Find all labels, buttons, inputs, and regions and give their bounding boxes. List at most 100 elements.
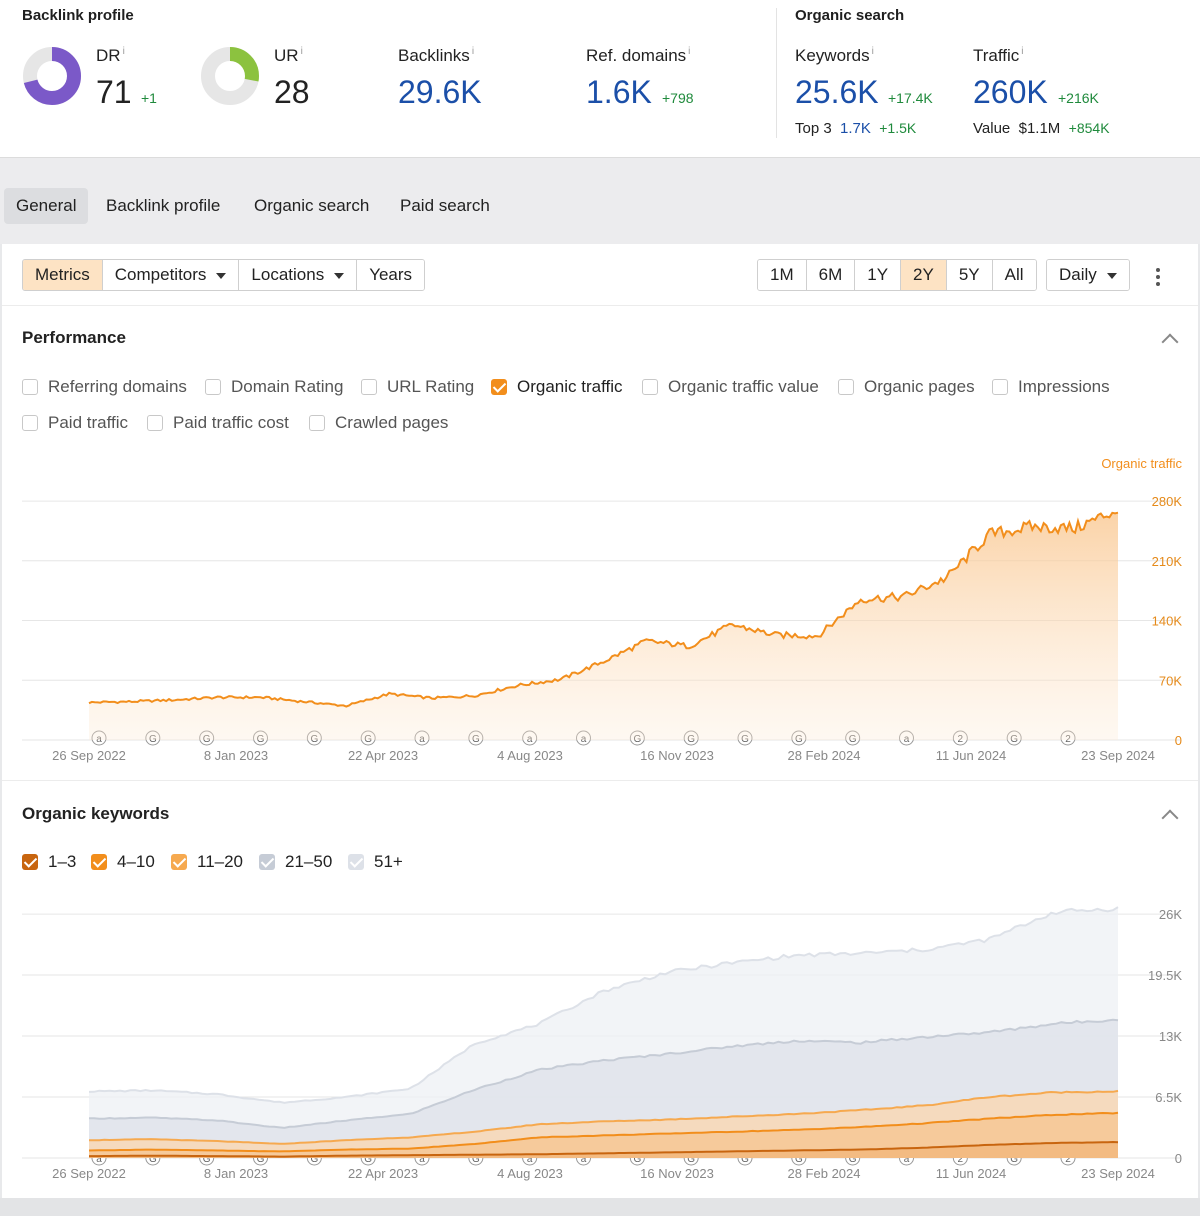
main-card: Metrics Competitors Locations Years 1M 6… (2, 244, 1198, 1198)
footer-bar (0, 1198, 1200, 1216)
ur-donut (201, 47, 259, 105)
x-tick-label: 4 Aug 2023 (497, 748, 563, 763)
keywords-line-1 (88, 1111, 1119, 1153)
ur-value: 28 (274, 74, 310, 110)
checkbox-kw-1-3[interactable]: 1–3 (22, 852, 76, 872)
interval-button[interactable]: Daily (1047, 260, 1129, 290)
ur-label[interactable]: UR i (274, 46, 303, 65)
dr-delta: +1 (141, 90, 157, 106)
caret-down-icon (216, 272, 227, 279)
checkbox-icon (361, 379, 377, 395)
organic-traffic-chart[interactable]: 0 70K 140K 210K 280K 26 Sep 2022 8 Jan 2023 22 … (2, 444, 1198, 774)
range-1y[interactable]: 1Y (855, 260, 902, 290)
svg-text:G: G (203, 1154, 211, 1165)
caret-down-icon (334, 272, 345, 279)
traffic-value[interactable]: 260K (973, 74, 1048, 110)
x-tick-label: 22 Apr 2023 (348, 748, 418, 763)
info-icon[interactable]: i (1021, 46, 1024, 58)
divider (2, 780, 1198, 781)
y-tick-label: 280K (1152, 494, 1183, 509)
x-tick-label: 26 Sep 2022 (52, 1166, 126, 1181)
traffic-label[interactable]: Traffic i (973, 46, 1024, 65)
organic-keywords-chart[interactable]: 0 6.5K 13K 19.5K 26K 26 Sep 2022 8 Jan 2023 22 … (2, 884, 1198, 1194)
checkbox-checked-icon (348, 854, 364, 870)
checkbox-checked-icon (91, 854, 107, 870)
locations-dropdown[interactable]: Locations (239, 260, 358, 290)
checkbox-organic-traffic[interactable]: Organic traffic (491, 377, 623, 397)
dr-donut (23, 47, 81, 105)
ref-domains-delta: +798 (662, 90, 694, 106)
checkbox-organic-traffic-value[interactable]: Organic traffic value (642, 377, 819, 397)
divider (776, 8, 777, 138)
organic-keywords-title: Organic keywords (22, 804, 170, 823)
info-icon[interactable]: i (688, 46, 691, 58)
checkbox-url-rating[interactable]: URL Rating (361, 377, 474, 397)
info-icon[interactable]: i (871, 46, 874, 58)
keywords-line-4 (88, 906, 1119, 1104)
checkbox-checked-icon (171, 854, 187, 870)
checkbox-kw-11-20[interactable]: 11–20 (171, 852, 243, 872)
checkbox-icon (147, 415, 163, 431)
checkbox-domain-rating[interactable]: Domain Rating (205, 377, 343, 397)
tab-paid-search[interactable]: Paid search (400, 196, 490, 215)
svg-text:2: 2 (1065, 1154, 1071, 1165)
competitors-dropdown[interactable]: Competitors (102, 260, 240, 290)
years-button[interactable]: Years (357, 260, 425, 290)
checkbox-kw-51-plus[interactable]: 51+ (348, 852, 403, 872)
checkbox-checked-icon (491, 379, 507, 395)
summary-panel: Backlink profile DR i 71 +1 UR i 28 Backli… (0, 0, 1200, 158)
collapse-chevron-icon[interactable] (1161, 809, 1179, 827)
checkbox-impressions[interactable]: Impressions (992, 377, 1110, 397)
checkbox-kw-21-50[interactable]: 21–50 (259, 852, 332, 872)
range-5y[interactable]: 5Y (946, 260, 993, 290)
ref-domains-value[interactable]: 1.6K (586, 74, 652, 110)
checkbox-crawled-pages[interactable]: Crawled pages (309, 413, 448, 433)
checkbox-kw-4-10[interactable]: 4–10 (91, 852, 155, 872)
ref-domains-label[interactable]: Ref. domains i (586, 46, 691, 65)
range-all[interactable]: All (992, 260, 1036, 290)
checkbox-icon (309, 415, 325, 431)
dr-label[interactable]: DR i (96, 46, 125, 65)
range-2y[interactable]: 2Y (901, 260, 947, 290)
backlink-profile-title: Backlink profile (22, 7, 134, 24)
x-tick-label: 23 Sep 2024 (1081, 1166, 1155, 1181)
value-line: Value $1.1M +854K (973, 120, 1110, 137)
info-icon[interactable]: i (471, 46, 475, 58)
value-delta: +854K (1068, 120, 1110, 136)
view-toolbar: Metrics Competitors Locations Years (22, 259, 426, 291)
tab-backlink-profile[interactable]: Backlink profile (106, 196, 221, 215)
checkbox-icon (205, 379, 221, 395)
y-tick-label: 26K (1159, 907, 1182, 922)
checkbox-organic-pages[interactable]: Organic pages (838, 377, 975, 397)
interval-dropdown[interactable]: Daily (1046, 259, 1130, 291)
x-tick-label: 4 Aug 2023 (497, 1166, 563, 1181)
checkbox-checked-icon (22, 854, 38, 870)
tab-general[interactable]: General (4, 188, 89, 224)
y-tick-label: 0 (1175, 733, 1182, 748)
range-6m[interactable]: 6M (806, 260, 856, 290)
x-tick-label: 8 Jan 2023 (204, 748, 268, 763)
info-icon[interactable]: i (300, 46, 303, 58)
range-1m[interactable]: 1M (758, 260, 807, 290)
divider (2, 305, 1198, 306)
organic-search-title: Organic search (795, 7, 905, 24)
collapse-chevron-icon[interactable] (1161, 333, 1179, 351)
performance-title: Performance (22, 328, 126, 347)
svg-text:G: G (364, 1154, 372, 1165)
info-icon[interactable]: i (122, 46, 125, 58)
checkbox-icon (642, 379, 658, 395)
checkbox-paid-traffic[interactable]: Paid traffic (22, 413, 128, 433)
keywords-area-0 (89, 1142, 1118, 1158)
tab-organic-search[interactable]: Organic search (254, 196, 370, 215)
checkbox-referring-domains[interactable]: Referring domains (22, 377, 187, 397)
more-options-icon[interactable] (1152, 266, 1164, 290)
range-toolbar: 1M 6M 1Y 2Y 5Y All (757, 259, 1037, 291)
backlinks-label[interactable]: Backlinks i (398, 46, 475, 65)
keywords-label[interactable]: Keywords i (795, 46, 874, 65)
svg-text:G: G (849, 1154, 857, 1165)
metrics-button[interactable]: Metrics (23, 260, 103, 290)
backlinks-value[interactable]: 29.6K (398, 74, 482, 110)
x-tick-label: 11 Jun 2024 (936, 1166, 1007, 1181)
keywords-value[interactable]: 25.6K (795, 74, 879, 110)
checkbox-paid-traffic-cost[interactable]: Paid traffic cost (147, 413, 289, 433)
